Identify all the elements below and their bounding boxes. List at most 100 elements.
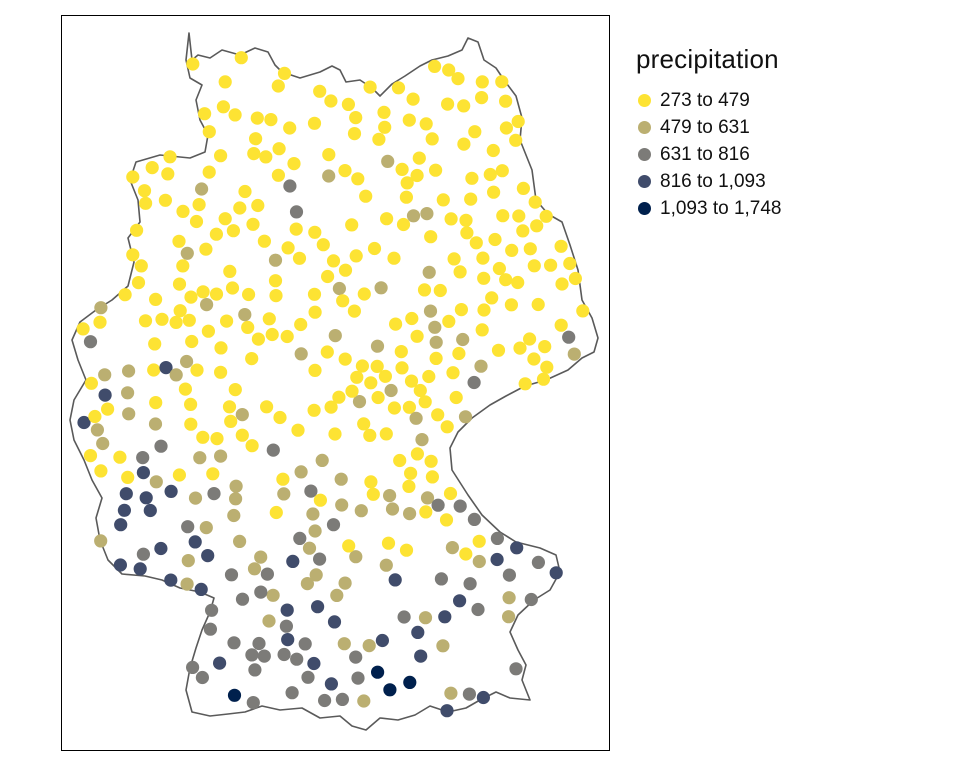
station-point xyxy=(563,256,577,271)
legend-item: 631 to 816 xyxy=(636,141,782,168)
station-point xyxy=(576,304,590,318)
station-point xyxy=(418,395,432,409)
station-point xyxy=(395,361,409,375)
station-point xyxy=(406,92,420,106)
station-point xyxy=(216,100,230,114)
station-point xyxy=(185,334,199,349)
station-point xyxy=(538,340,552,354)
station-point xyxy=(294,465,308,479)
station-point xyxy=(371,390,385,405)
station-point xyxy=(245,439,259,453)
station-point xyxy=(475,91,489,105)
station-point xyxy=(98,368,112,382)
station-point xyxy=(422,369,436,384)
station-point xyxy=(491,343,506,357)
station-point xyxy=(246,217,260,231)
station-point xyxy=(285,686,299,700)
station-point xyxy=(308,225,322,239)
station-point xyxy=(98,388,112,402)
station-point xyxy=(396,217,411,232)
station-point xyxy=(436,639,450,653)
station-point xyxy=(233,534,247,549)
station-point xyxy=(254,585,268,599)
station-point xyxy=(357,417,371,431)
station-point xyxy=(184,417,198,431)
station-point xyxy=(486,143,500,158)
station-point xyxy=(220,314,234,328)
station-point xyxy=(176,204,190,218)
station-point xyxy=(136,466,150,480)
station-point xyxy=(308,524,322,538)
station-point xyxy=(121,386,135,400)
station-point xyxy=(266,588,280,602)
station-point xyxy=(350,370,364,384)
station-point xyxy=(218,75,232,89)
station-point xyxy=(492,261,506,276)
station-point xyxy=(225,281,240,295)
station-point xyxy=(316,238,330,252)
station-point xyxy=(301,670,315,684)
station-point xyxy=(283,121,297,135)
station-point xyxy=(196,285,210,299)
station-point xyxy=(195,182,209,196)
station-point xyxy=(364,475,378,489)
station-point xyxy=(459,547,473,561)
station-point xyxy=(289,205,304,219)
station-point xyxy=(349,111,363,125)
station-point xyxy=(457,137,471,151)
station-point xyxy=(201,324,215,338)
station-point xyxy=(76,322,90,336)
station-point xyxy=(357,694,371,708)
station-point xyxy=(372,132,386,146)
station-point xyxy=(467,512,481,527)
station-point xyxy=(423,304,438,318)
station-point xyxy=(568,271,583,286)
station-point xyxy=(338,164,352,178)
station-point xyxy=(96,436,110,451)
station-point xyxy=(193,451,207,465)
station-point xyxy=(304,484,318,498)
station-point xyxy=(499,121,513,135)
station-point xyxy=(505,243,519,257)
station-point xyxy=(182,313,196,327)
station-point xyxy=(247,147,261,161)
station-point xyxy=(524,592,538,607)
station-point xyxy=(337,637,351,651)
station-point xyxy=(324,677,338,691)
station-point xyxy=(536,372,551,386)
station-point xyxy=(94,534,108,548)
station-point xyxy=(414,649,428,663)
station-point xyxy=(490,531,504,546)
station-point xyxy=(404,374,419,388)
station-point xyxy=(311,600,325,614)
station-point xyxy=(251,198,265,213)
station-point xyxy=(228,108,242,122)
station-point xyxy=(444,686,458,700)
station-point xyxy=(292,251,307,265)
station-point xyxy=(259,150,273,164)
station-point xyxy=(173,304,187,318)
station-point xyxy=(307,656,321,671)
station-point xyxy=(180,354,194,369)
station-point xyxy=(449,390,463,405)
station-point xyxy=(178,382,192,396)
station-point xyxy=(291,423,305,437)
station-point xyxy=(188,491,203,505)
station-point xyxy=(149,292,163,306)
station-point xyxy=(172,234,186,248)
station-point xyxy=(516,181,531,195)
station-point xyxy=(83,335,98,349)
station-point xyxy=(134,259,148,273)
station-point xyxy=(523,332,537,346)
station-point xyxy=(429,163,443,177)
station-point xyxy=(320,345,334,359)
station-point xyxy=(395,162,409,176)
station-point xyxy=(313,493,327,507)
station-point xyxy=(379,427,393,441)
station-point xyxy=(148,417,163,431)
station-point xyxy=(399,543,414,557)
legend-swatch xyxy=(638,202,651,215)
station-point xyxy=(246,696,260,710)
station-point xyxy=(335,692,349,707)
station-point xyxy=(328,427,342,441)
